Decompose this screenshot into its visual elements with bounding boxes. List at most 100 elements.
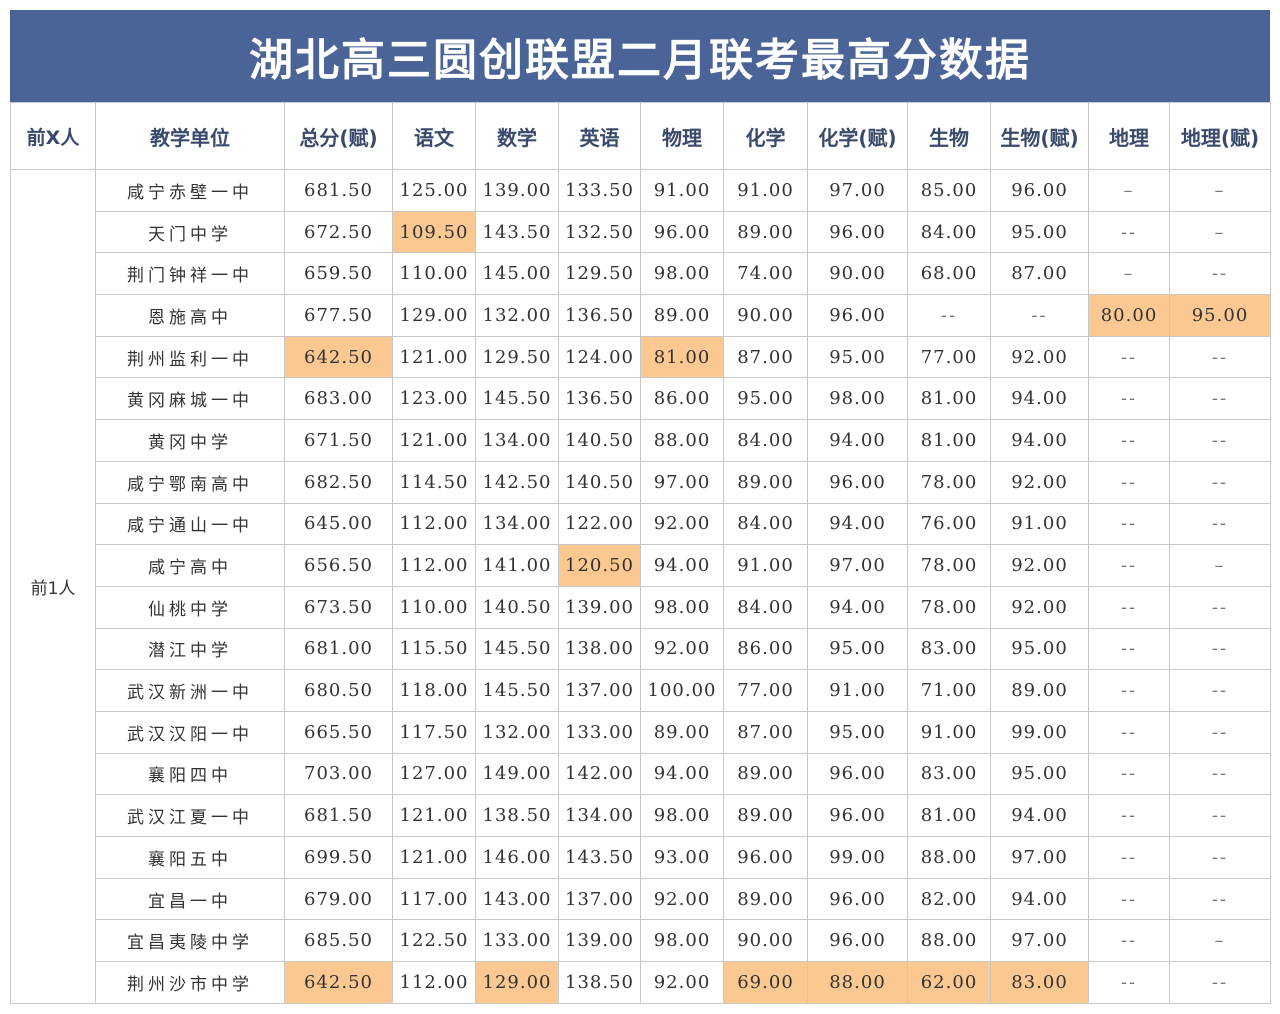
score-cell: 88.00 bbox=[907, 836, 991, 879]
score-cell: 679.00 bbox=[284, 877, 393, 921]
score-cell: 91.00 bbox=[723, 544, 808, 587]
score-cell: -- bbox=[1169, 752, 1271, 796]
score-cell: – bbox=[1169, 210, 1271, 254]
score-cell: 117.50 bbox=[392, 710, 476, 754]
score-cell: 96.00 bbox=[990, 169, 1089, 212]
score-cell: -- bbox=[1169, 669, 1271, 712]
score-cell: 89.00 bbox=[723, 460, 808, 504]
school-cell: 潜江中学 bbox=[95, 627, 285, 671]
score-cell: 645.00 bbox=[284, 502, 393, 546]
score-cell: 83.00 bbox=[907, 752, 991, 796]
header-cell: 地理 bbox=[1088, 102, 1170, 170]
score-cell: 127.00 bbox=[392, 752, 476, 796]
score-cell: 143.50 bbox=[558, 836, 641, 879]
score-cell: 91.00 bbox=[907, 710, 991, 754]
score-cell: -- bbox=[1169, 585, 1271, 629]
table-body: 前1人 咸宁赤壁一中 681.50 125.00 139.00 133.50 91.00 91… bbox=[10, 169, 1271, 1004]
score-cell: 96.00 bbox=[807, 919, 908, 963]
score-cell: 138.00 bbox=[558, 627, 641, 671]
score-cell: 84.00 bbox=[907, 210, 991, 254]
score-cell: 95.00 bbox=[807, 627, 908, 671]
score-cell: 112.00 bbox=[392, 961, 476, 1004]
rank-group-cell: 前1人 bbox=[10, 169, 96, 1004]
score-cell: 685.50 bbox=[284, 919, 393, 963]
score-cell: 146.00 bbox=[475, 836, 559, 879]
table-row: 潜江中学 681.00 115.50 145.50 138.00 92.00 86.00 95… bbox=[11, 627, 1271, 671]
score-cell: 138.50 bbox=[558, 961, 641, 1004]
score-cell: -- bbox=[1088, 460, 1170, 504]
score-cell: 89.00 bbox=[640, 710, 724, 754]
score-cell: 90.00 bbox=[723, 294, 808, 337]
header-row: 前X人 教学单位 总分(赋) 语文 数学 英语 物理 化学 化学(赋) 生物 生… bbox=[10, 102, 1271, 170]
score-cell: 672.50 bbox=[284, 210, 393, 254]
table-row: 咸宁鄂南高中 682.50 114.50 142.50 140.50 97.00 89.00… bbox=[11, 460, 1271, 504]
score-cell: 98.00 bbox=[640, 585, 724, 629]
score-cell: -- bbox=[1088, 627, 1170, 671]
score-cell: 94.00 bbox=[640, 544, 724, 587]
school-cell: 咸宁通山一中 bbox=[95, 502, 285, 546]
score-cell: 96.00 bbox=[640, 210, 724, 254]
score-cell: -- bbox=[1088, 585, 1170, 629]
score-cell: 122.50 bbox=[392, 919, 476, 963]
score-cell: 86.00 bbox=[640, 377, 724, 421]
score-cell: -- bbox=[1088, 919, 1170, 963]
score-cell: 681.50 bbox=[284, 794, 393, 837]
score-cell: 139.00 bbox=[558, 919, 641, 963]
score-cell: 74.00 bbox=[723, 252, 808, 296]
header-cell: 语文 bbox=[392, 102, 476, 170]
score-cell: 134.00 bbox=[475, 502, 559, 546]
table-row: 荆州沙市中学 642.50 112.00 129.00 138.50 92.00 69.00… bbox=[11, 961, 1271, 1004]
score-cell: 109.50 bbox=[392, 210, 476, 254]
score-cell: 81.00 bbox=[907, 794, 991, 837]
school-cell: 咸宁高中 bbox=[95, 544, 285, 587]
score-cell: 138.50 bbox=[475, 794, 559, 837]
score-cell: 94.00 bbox=[990, 419, 1089, 462]
score-cell: 142.50 bbox=[475, 460, 559, 504]
school-cell: 咸宁赤壁一中 bbox=[95, 169, 285, 212]
score-cell: 129.50 bbox=[475, 335, 559, 379]
score-cell: 92.00 bbox=[640, 627, 724, 671]
header-cell: 化学(赋) bbox=[807, 102, 908, 170]
score-cell: 117.00 bbox=[392, 877, 476, 921]
scores-table: 前X人 教学单位 总分(赋) 语文 数学 英语 物理 化学 化学(赋) 生物 生… bbox=[10, 102, 1271, 1004]
score-cell: 94.00 bbox=[807, 502, 908, 546]
score-cell: -- bbox=[1169, 335, 1271, 379]
school-cell: 恩施高中 bbox=[95, 294, 285, 337]
score-cell: 95.00 bbox=[807, 335, 908, 379]
score-cell: 133.00 bbox=[475, 919, 559, 963]
table-row: 咸宁通山一中 645.00 112.00 134.00 122.00 92.00 84.00… bbox=[11, 502, 1271, 546]
score-cell: 642.50 bbox=[284, 961, 393, 1004]
score-cell: 677.50 bbox=[284, 294, 393, 337]
score-cell: 78.00 bbox=[907, 544, 991, 587]
school-cell: 武汉汉阳一中 bbox=[95, 710, 285, 754]
score-cell: 77.00 bbox=[723, 669, 808, 712]
score-cell: 94.00 bbox=[807, 585, 908, 629]
score-cell: 100.00 bbox=[640, 669, 724, 712]
score-cell: 140.50 bbox=[475, 585, 559, 629]
school-cell: 荆州沙市中学 bbox=[95, 961, 285, 1004]
score-cell: 91.00 bbox=[723, 169, 808, 212]
table-row: 武汉汉阳一中 665.50 117.50 132.00 133.00 89.00 87.00… bbox=[11, 710, 1271, 754]
score-cell: 90.00 bbox=[723, 919, 808, 963]
score-cell: 129.50 bbox=[558, 252, 641, 296]
score-cell: 121.00 bbox=[392, 794, 476, 837]
score-cell: 145.00 bbox=[475, 252, 559, 296]
score-cell: 95.00 bbox=[990, 627, 1089, 671]
score-cell: 87.00 bbox=[990, 252, 1089, 296]
table-row: 黄冈麻城一中 683.00 123.00 145.50 136.50 86.00 95.00… bbox=[11, 377, 1271, 421]
school-cell: 宜昌一中 bbox=[95, 877, 285, 921]
table-row: 天门中学 672.50 109.50 143.50 132.50 96.00 89.00 96… bbox=[11, 210, 1271, 254]
score-cell: 78.00 bbox=[907, 585, 991, 629]
score-cell: 97.00 bbox=[807, 169, 908, 212]
score-cell: 84.00 bbox=[723, 502, 808, 546]
score-cell: 86.00 bbox=[723, 627, 808, 671]
score-cell: 92.00 bbox=[640, 877, 724, 921]
score-cell: 149.00 bbox=[475, 752, 559, 796]
score-cell: -- bbox=[1169, 460, 1271, 504]
score-cell: 96.00 bbox=[807, 294, 908, 337]
table-row: 宜昌一中 679.00 117.00 143.00 137.00 92.00 89.00 96… bbox=[11, 877, 1271, 921]
score-cell: 136.50 bbox=[558, 377, 641, 421]
score-cell: 83.00 bbox=[907, 627, 991, 671]
score-cell: -- bbox=[1088, 877, 1170, 921]
